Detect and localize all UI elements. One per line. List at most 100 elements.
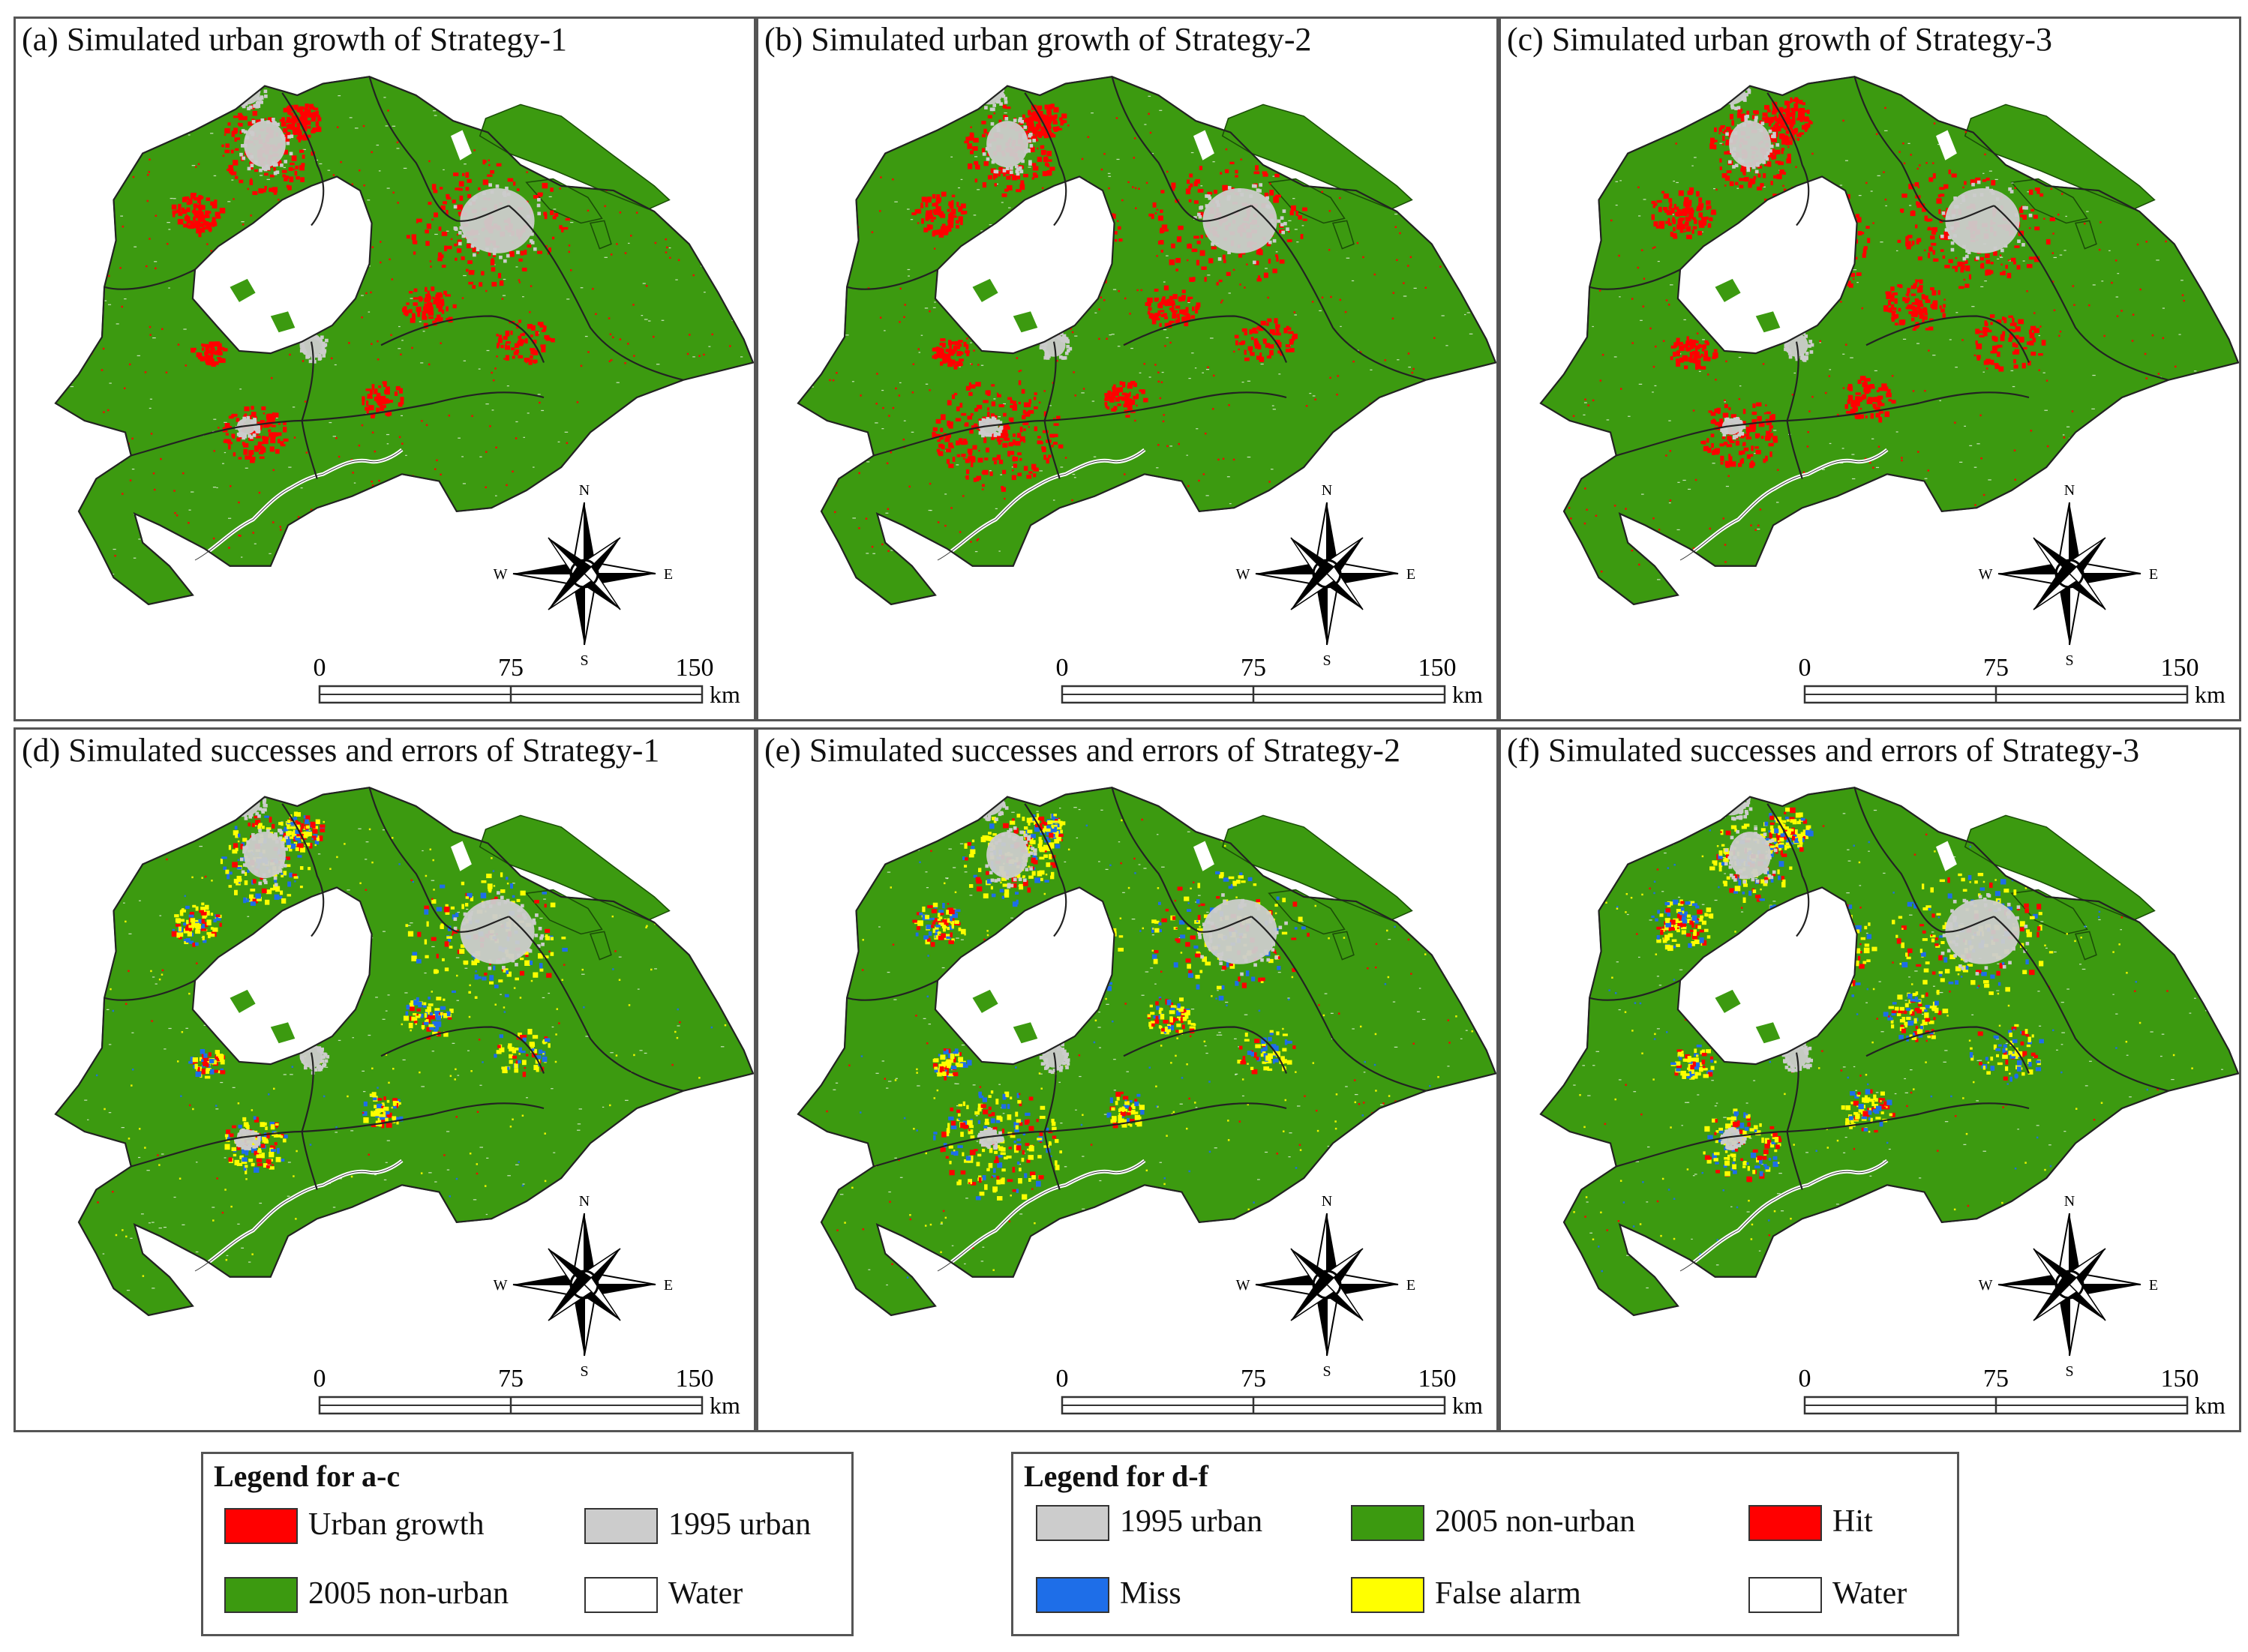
- panel-title-c: (c) Simulated urban growth of Strategy-3: [1507, 21, 2053, 58]
- district-boundary: [1043, 1052, 1057, 1132]
- island-water: [1936, 130, 1957, 160]
- scale-tick-75: 75: [1983, 654, 2009, 682]
- land-island: [2010, 889, 2088, 935]
- lake: [1676, 175, 1858, 355]
- district-boundary: [1250, 916, 1427, 1092]
- island-water: [451, 130, 472, 160]
- district-boundary: [1786, 1131, 1803, 1190]
- land-island: [525, 889, 603, 935]
- district-boundary: [1865, 1026, 2030, 1074]
- compass-east: E: [664, 1277, 673, 1294]
- compass-south: S: [2065, 652, 2073, 669]
- scale-tick-0: 0: [1799, 1365, 1811, 1393]
- district-boundary: [1766, 92, 1810, 226]
- legend-swatch: [1748, 1505, 1822, 1541]
- district-boundary: [508, 205, 684, 381]
- land-island: [1268, 889, 1346, 935]
- compass-west: W: [1236, 566, 1250, 583]
- scale-tick-0: 0: [314, 654, 326, 682]
- legend-title: Legend for a-c: [214, 1459, 401, 1493]
- map-panel-b: N S E W 0 75 150 km (b) Simulated urban growth …: [756, 16, 1499, 721]
- district-boundary: [368, 787, 509, 933]
- district-boundary: [301, 1131, 318, 1190]
- district-boundary: [368, 76, 509, 222]
- land-island: [1221, 103, 1413, 210]
- scale-tick-150: 150: [1418, 1365, 1457, 1393]
- compass-rose-icon: N S E W: [1236, 482, 1416, 669]
- legend-title: Legend for d-f: [1024, 1459, 1208, 1493]
- district-boundary: [1786, 420, 1803, 479]
- legend-item: 2005 non-urban: [1351, 1501, 1681, 1546]
- island-water: [1936, 841, 1957, 871]
- district-boundary: [1123, 1026, 1288, 1074]
- district-boundary: [301, 1052, 314, 1132]
- panel-title-d: (d) Simulated successes and errors of St…: [22, 732, 660, 769]
- compass-south: S: [1322, 652, 1331, 669]
- coastline: [1539, 76, 2239, 606]
- island-water: [1193, 841, 1214, 871]
- legend-swatch: [224, 1577, 298, 1613]
- legend-swatch: [1351, 1505, 1424, 1541]
- compass-west: W: [494, 566, 508, 583]
- district-boundary: [301, 420, 318, 479]
- legend-label: Water: [668, 1576, 743, 1611]
- lake: [1676, 886, 1858, 1066]
- district-boundary: [1111, 76, 1252, 222]
- panel-title-f: (f) Simulated successes and errors of St…: [1507, 732, 2140, 769]
- land-island: [589, 220, 612, 250]
- map-panel-a: N S E W 0 75 150 km (a) Simulated urban growth …: [14, 16, 756, 721]
- scale-tick-75: 75: [1983, 1365, 2009, 1393]
- compass-south: S: [580, 652, 588, 669]
- district-boundary: [281, 92, 325, 226]
- legend-swatch: [1036, 1577, 1109, 1613]
- district-boundary: [131, 419, 302, 457]
- legend-item: Urban growth: [224, 1504, 524, 1549]
- land-island: [1331, 220, 1355, 250]
- land-island: [589, 931, 612, 961]
- district-boundary: [873, 1130, 1045, 1168]
- district-boundary: [508, 916, 684, 1092]
- river-edge: [1679, 1160, 1888, 1272]
- compass-east: E: [2149, 1277, 2158, 1294]
- lake-island: [1715, 278, 1741, 302]
- legend-label: 1995 urban: [668, 1507, 812, 1542]
- district-boundary: [1043, 1131, 1061, 1190]
- lake-island: [270, 1022, 296, 1044]
- map-panel-e: N S E W 0 75 150 km (e) Simulated successes and…: [756, 727, 1499, 1432]
- district-boundary: [1853, 76, 1994, 222]
- district-boundary: [1853, 787, 1994, 933]
- land-island: [1964, 814, 2156, 921]
- scale-unit: km: [2195, 681, 2225, 708]
- district-boundary: [1993, 916, 2169, 1092]
- island-water: [451, 841, 472, 871]
- lake-island: [270, 311, 296, 333]
- district-boundary: [846, 979, 938, 1001]
- compass-south: S: [580, 1363, 588, 1380]
- legend-item: Water: [584, 1573, 847, 1618]
- district-boundary: [1044, 391, 1287, 422]
- district-boundary: [302, 1102, 545, 1133]
- compass-rose-icon: N S E W: [494, 1193, 674, 1380]
- legend-swatch: [224, 1508, 298, 1544]
- coastline: [1539, 787, 2239, 1317]
- district-boundary: [1616, 419, 1787, 457]
- legend-item: 2005 non-urban: [224, 1573, 554, 1618]
- compass-south: S: [1322, 1363, 1331, 1380]
- legend-label: Miss: [1120, 1576, 1181, 1611]
- scale-tick-0: 0: [1056, 654, 1069, 682]
- district-boundary: [380, 315, 545, 363]
- legend-item: Water: [1748, 1573, 1943, 1618]
- compass-east: E: [1406, 566, 1415, 583]
- island-water: [1193, 130, 1214, 160]
- coastline: [54, 787, 754, 1317]
- land-island: [2074, 931, 2097, 961]
- lake-island: [1755, 311, 1781, 333]
- legend-label: False alarm: [1435, 1576, 1581, 1611]
- district-boundary: [1589, 268, 1681, 290]
- scale-tick-75: 75: [498, 654, 524, 682]
